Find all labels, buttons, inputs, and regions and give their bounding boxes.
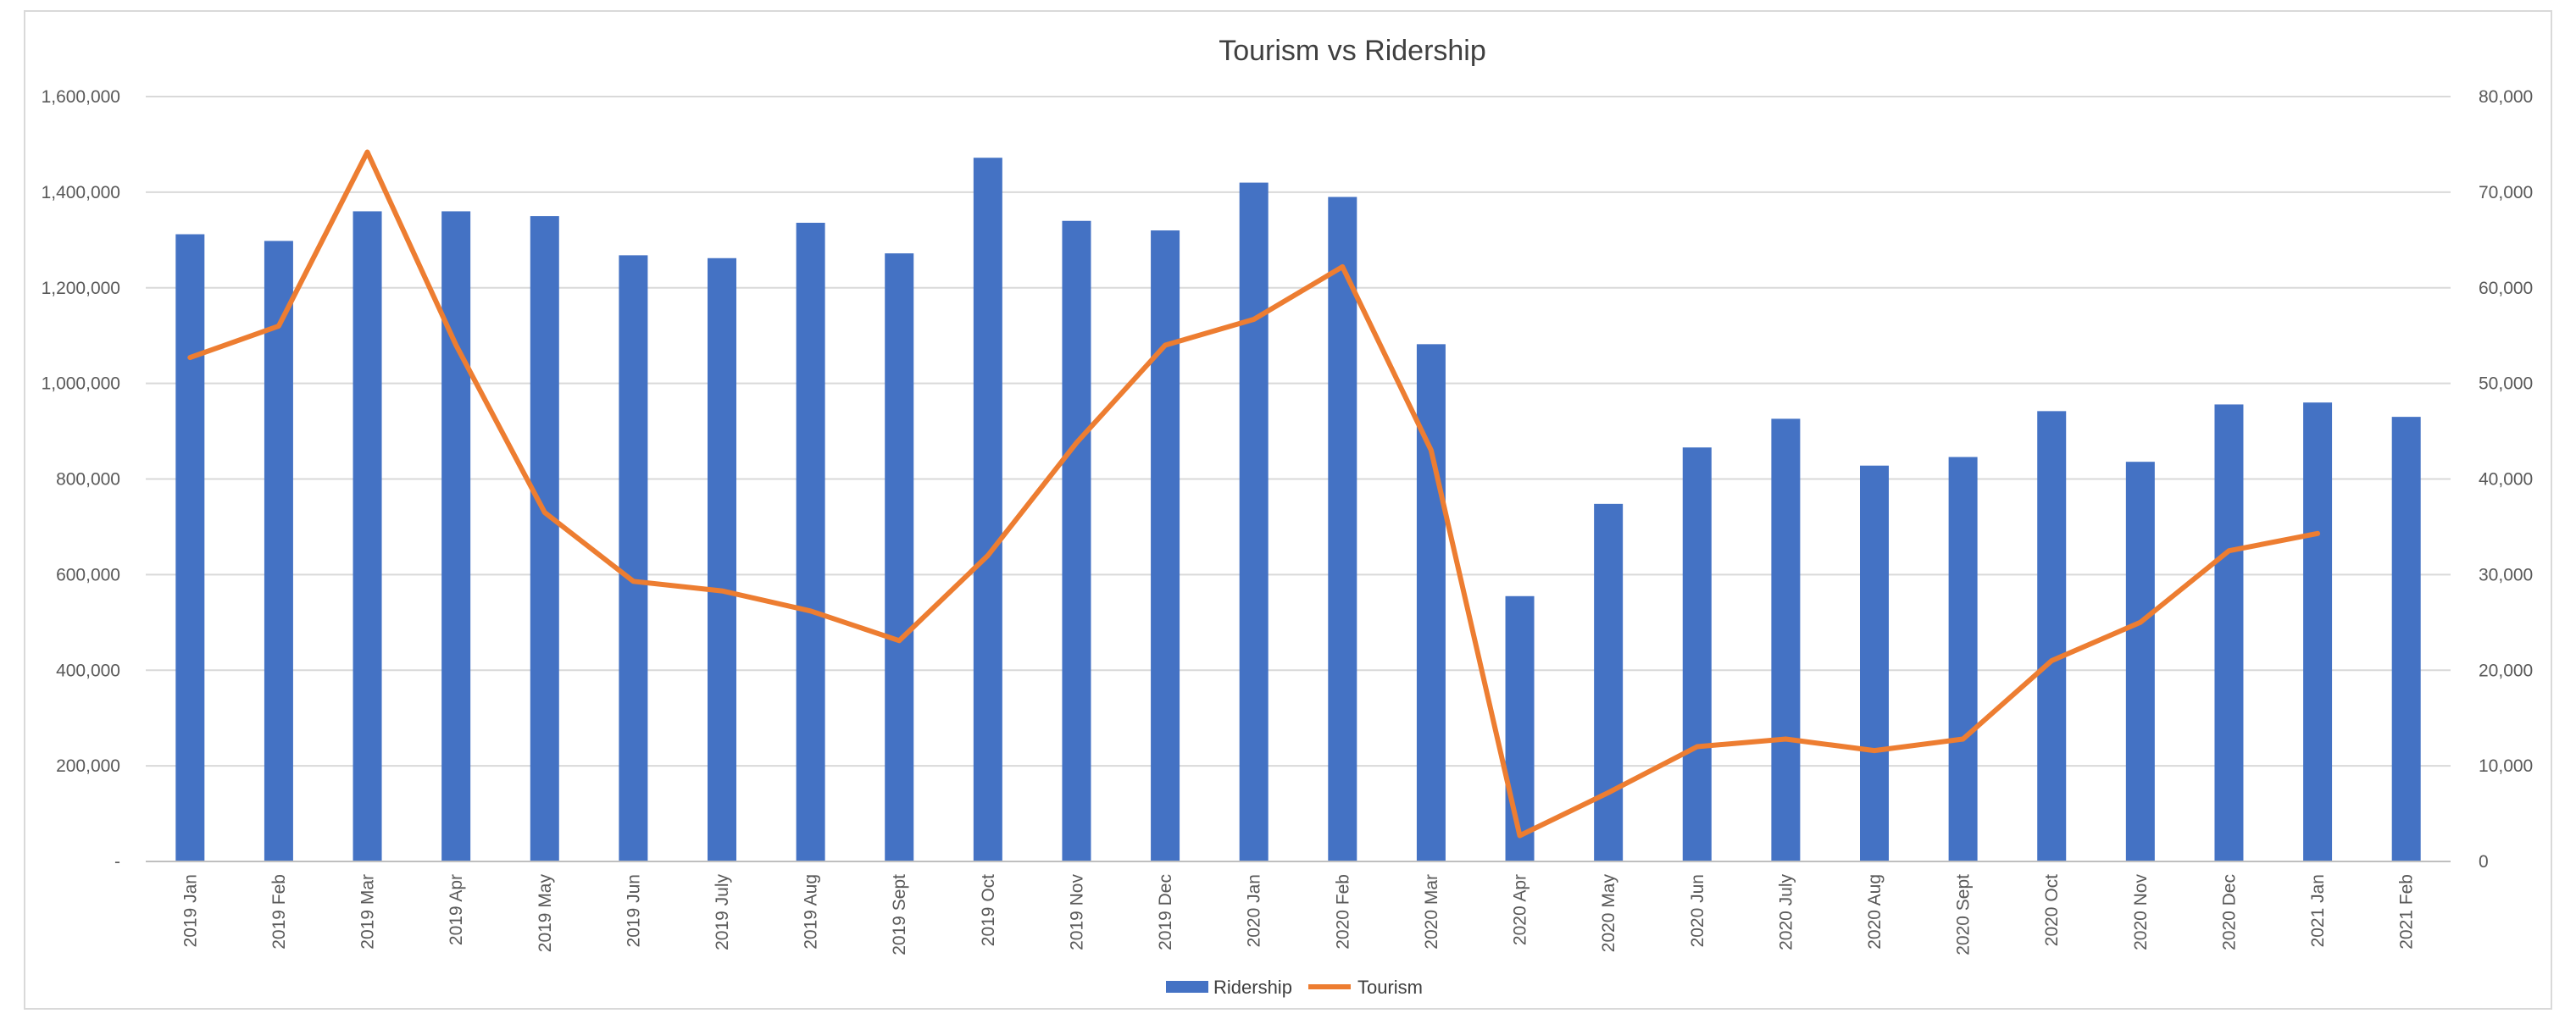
right-tick-label: 0 [2479,852,2489,872]
left-tick-label: 1,000,000 [42,374,120,394]
x-axis: 2019 Jan 2019 Feb 2019 Mar 2019 Apr 2019 May… [146,861,2451,955]
ridership-bar [264,241,293,861]
x-tick-label: 2020 Sept [1954,874,1974,955]
x-tick-label: 2019 Jun [624,874,643,947]
left-y-axis: - 200,000 400,000 600,000 800,000 1,000,000 1,… [42,87,120,872]
x-tick-label: 2020 May [1599,874,1618,953]
left-tick-label: 600,000 [56,565,120,584]
ridership-bar [1860,465,1889,861]
ridership-bar [1682,447,1712,861]
ridership-bar [2214,404,2244,861]
ridership-bar [441,211,471,861]
ridership-bar [353,211,382,861]
left-tick-label: 400,000 [56,661,120,680]
x-tick-label: 2020 Oct [2042,874,2062,946]
ridership-bar [1151,230,1180,861]
legend-label-tourism: Tourism [1357,977,1423,998]
left-tick-label: 800,000 [56,470,120,490]
ridership-bar [2391,417,2421,862]
left-tick-label: 200,000 [56,756,120,776]
right-tick-label: 40,000 [2479,470,2533,490]
left-tick-label: 1,600,000 [42,87,120,107]
ridership-bar [2037,411,2067,861]
left-tick-label: - [114,852,120,872]
x-tick-label: 2020 July [1776,874,1796,950]
x-tick-label: 2020 Feb [1333,874,1352,950]
x-tick-label: 2019 Mar [358,874,378,950]
x-tick-label: 2021 Feb [2397,874,2417,950]
right-tick-label: 80,000 [2479,87,2533,107]
x-tick-label: 2021 Jan [2308,874,2328,947]
chart-title: Tourism vs Ridership [1219,35,1486,67]
ridership-bar [175,234,205,861]
x-tick-label: 2019 Feb [269,874,289,950]
x-tick-label: 2020 Mar [1422,874,1441,950]
ridership-bar [1948,457,1978,861]
combo-chart: Tourism vs Ridership - 200,000 400,000 600,… [42,35,2534,998]
ridership-bar [530,216,559,861]
right-tick-label: 60,000 [2479,279,2533,298]
right-tick-label: 10,000 [2479,756,2533,776]
x-tick-label: 2019 May [536,874,555,953]
x-tick-label: 2019 July [713,874,732,950]
x-tick-label: 2019 Oct [979,874,998,946]
ridership-bar [2303,402,2333,861]
legend: Ridership Tourism [1166,977,1423,998]
right-tick-label: 70,000 [2479,183,2533,202]
right-tick-label: 50,000 [2479,374,2533,394]
x-tick-label: 2019 Dec [1156,874,1175,950]
ridership-bar [1062,220,1091,861]
x-tick-label: 2019 Aug [802,874,821,950]
ridership-bar [2125,462,2155,861]
right-tick-label: 30,000 [2479,565,2533,584]
ridership-bar [1328,197,1357,862]
x-tick-label: 2020 Dec [2219,874,2239,950]
ridership-bar [708,258,736,861]
legend-label-ridership: Ridership [1213,977,1292,998]
x-tick-label: 2019 Nov [1067,874,1086,950]
tourism-line-path [187,149,2321,839]
right-tick-label: 20,000 [2479,661,2533,680]
x-tick-label: 2020 Jan [1245,874,1264,947]
x-tick-label: 2020 Nov [2131,874,2151,950]
left-tick-label: 1,200,000 [42,279,120,298]
ridership-bar [1771,418,1801,861]
x-tick-label: 2019 Sept [890,874,909,955]
ridership-bars [175,158,2421,862]
gridlines [146,96,2451,767]
ridership-bar [796,222,825,861]
x-tick-label: 2019 Apr [447,874,466,945]
ridership-bar [1594,503,1624,861]
ridership-bar [1505,595,1535,861]
ridership-bar [619,255,648,861]
left-tick-label: 1,400,000 [42,183,120,202]
ridership-bar [885,253,914,861]
x-tick-label: 2020 Apr [1511,874,1530,945]
x-tick-label: 2020 Jun [1688,874,1707,947]
x-tick-label: 2020 Aug [1865,874,1885,950]
ridership-bar [1416,344,1446,861]
legend-swatch-ridership [1166,981,1208,993]
tourism-line [187,149,2321,839]
chart-area: Tourism vs Ridership - 200,000 400,000 600,… [24,10,2552,1010]
ridership-bar [1239,182,1269,861]
right-y-axis: 0 10,000 20,000 30,000 40,000 50,000 60,000 70,… [2479,87,2533,872]
ridership-bar [973,158,1002,862]
x-tick-label: 2019 Jan [180,874,200,947]
